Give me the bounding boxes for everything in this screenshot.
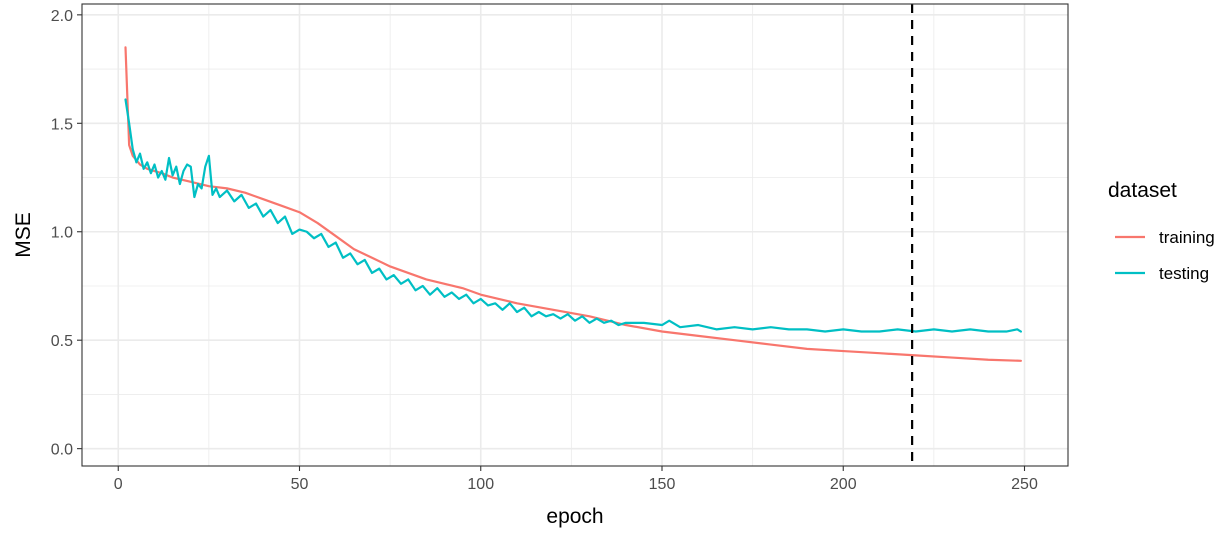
y-axis-ticks: 0.0 0.5 1.0 1.5 2.0 (51, 8, 82, 459)
x-tick-label: 0 (114, 476, 123, 493)
x-tick-label: 100 (467, 476, 494, 493)
x-axis-ticks: 0 50 100 150 200 250 (114, 466, 1038, 493)
y-tick-label: 1.0 (51, 225, 73, 242)
y-tick-label: 2.0 (51, 8, 73, 25)
series-line-testing (124, 98, 1022, 333)
series-layer (124, 46, 1022, 362)
x-tick-label: 250 (1011, 476, 1038, 493)
x-tick-label: 200 (830, 476, 857, 493)
legend-label-training: training (1159, 228, 1215, 247)
plot-panel-border (81, 3, 1069, 467)
x-tick-label: 50 (291, 476, 309, 493)
major-gridlines (82, 4, 1068, 466)
y-axis-title: MSE (12, 212, 35, 258)
minor-gridlines (82, 4, 1068, 466)
y-tick-label: 1.5 (51, 116, 73, 133)
x-tick-label: 150 (649, 476, 676, 493)
legend: dataset training testing (1108, 179, 1215, 283)
y-tick-label: 0.0 (51, 442, 73, 459)
legend-title: dataset (1108, 179, 1177, 202)
x-axis-title: epoch (546, 505, 603, 528)
y-tick-label: 0.5 (51, 333, 73, 350)
series-line-training (124, 46, 1022, 362)
legend-label-testing: testing (1159, 264, 1209, 283)
